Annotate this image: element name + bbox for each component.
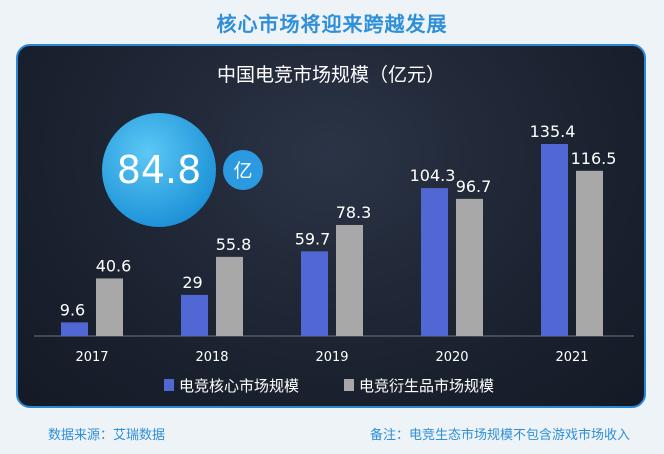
bars-group: 9.6 40.6 2017 29 55.8 2018 59.7 78.3 2019 104.396… [60, 122, 617, 365]
x-tick-2021: 2021 [555, 350, 588, 365]
legend-swatch-derivative [344, 379, 354, 391]
legend-swatch-core [164, 379, 174, 391]
data-label-derivative-2019: 78.3 [336, 203, 372, 222]
headline: 核心市场将迎来跨越发展 [216, 12, 448, 36]
data-label-derivative-2017: 40.6 [96, 256, 132, 275]
legend-label-derivative: 电竞衍生品市场规模 [359, 377, 494, 395]
legend-label-core: 电竞核心市场规模 [179, 377, 299, 395]
bar-derivative-2019 [336, 224, 363, 336]
data-label-derivative-2020: 96.7 [456, 177, 492, 196]
bar-derivative-2017 [96, 278, 123, 336]
bar-derivative-2021 [576, 170, 603, 336]
chart-svg: 中国电竞市场规模（亿元） 84.8 亿 9.6 40.6 2017 29 55.8 201… [34, 64, 634, 395]
footnote: 备注：电竞生态市场规模不包含游戏市场收入 [369, 428, 630, 443]
chart-panel: 中国电竞市场规模（亿元） 84.8 亿 9.6 40.6 2017 29 55.8 201… [16, 44, 646, 408]
bar-core-2021 [541, 144, 568, 336]
chart-title: 中国电竞市场规模（亿元） [217, 64, 445, 86]
data-source: 数据来源：艾瑞数据 [48, 428, 166, 443]
highlight-value: 84.8 [117, 148, 202, 192]
highlight-unit-circle [223, 150, 263, 190]
x-tick-2020: 2020 [435, 350, 468, 365]
x-tick-2019: 2019 [315, 350, 348, 365]
bar-core-2019 [301, 251, 328, 336]
bar-derivative-2020 [456, 198, 483, 336]
highlight-bubble: 84.8 亿 [102, 113, 263, 227]
data-label-core-2020: 104.3 [410, 166, 456, 185]
data-label-core-2021: 135.4 [530, 122, 576, 141]
bar-derivative-2018 [216, 256, 243, 336]
x-tick-2017: 2017 [75, 350, 108, 365]
highlight-unit: 亿 [233, 160, 252, 182]
x-tick-2018: 2018 [195, 350, 228, 365]
data-label-core-2017: 9.6 [60, 300, 85, 319]
bar-core-2020 [421, 188, 448, 336]
data-label-core-2019: 59.7 [295, 229, 331, 248]
legend: 电竞核心市场规模 电竞衍生品市场规模 [164, 377, 494, 395]
data-label-derivative-2021: 116.5 [571, 149, 617, 168]
data-label-core-2018: 29 [182, 273, 202, 292]
bar-core-2018 [181, 294, 208, 336]
data-label-derivative-2018: 55.8 [216, 235, 252, 254]
bar-core-2017 [61, 322, 88, 336]
highlight-circle [102, 113, 216, 227]
